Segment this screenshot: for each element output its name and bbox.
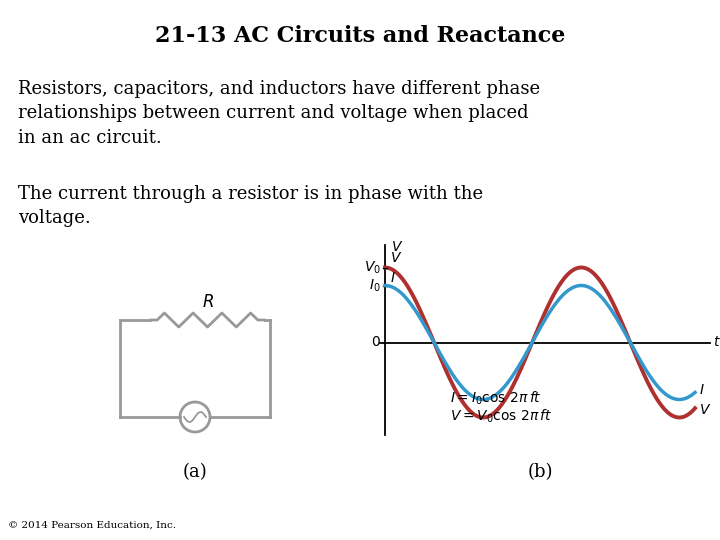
Text: $V_0$: $V_0$ — [364, 259, 381, 276]
Text: $I_0$: $I_0$ — [369, 278, 381, 294]
Text: $V$: $V$ — [390, 252, 402, 266]
Text: $I = I_0\cos\,2\pi\,ft$: $I = I_0\cos\,2\pi\,ft$ — [450, 389, 542, 407]
Text: $t$: $t$ — [713, 335, 720, 349]
Text: Resistors, capacitors, and inductors have different phase
relationships between : Resistors, capacitors, and inductors hav… — [18, 80, 540, 146]
Text: The current through a resistor is in phase with the
voltage.: The current through a resistor is in pha… — [18, 185, 483, 227]
Text: $I$: $I$ — [699, 383, 705, 397]
Text: (a): (a) — [183, 463, 207, 481]
Text: $0$: $0$ — [372, 335, 381, 349]
Text: $V$: $V$ — [699, 403, 711, 417]
Text: $V = V_0\cos\,2\pi\,ft$: $V = V_0\cos\,2\pi\,ft$ — [450, 407, 553, 424]
Text: $I$: $I$ — [390, 272, 396, 286]
Text: 21-13 AC Circuits and Reactance: 21-13 AC Circuits and Reactance — [155, 25, 565, 47]
Text: $V$: $V$ — [391, 240, 403, 254]
Text: $R$: $R$ — [202, 294, 214, 311]
Text: © 2014 Pearson Education, Inc.: © 2014 Pearson Education, Inc. — [8, 521, 176, 530]
Text: (b): (b) — [527, 463, 553, 481]
